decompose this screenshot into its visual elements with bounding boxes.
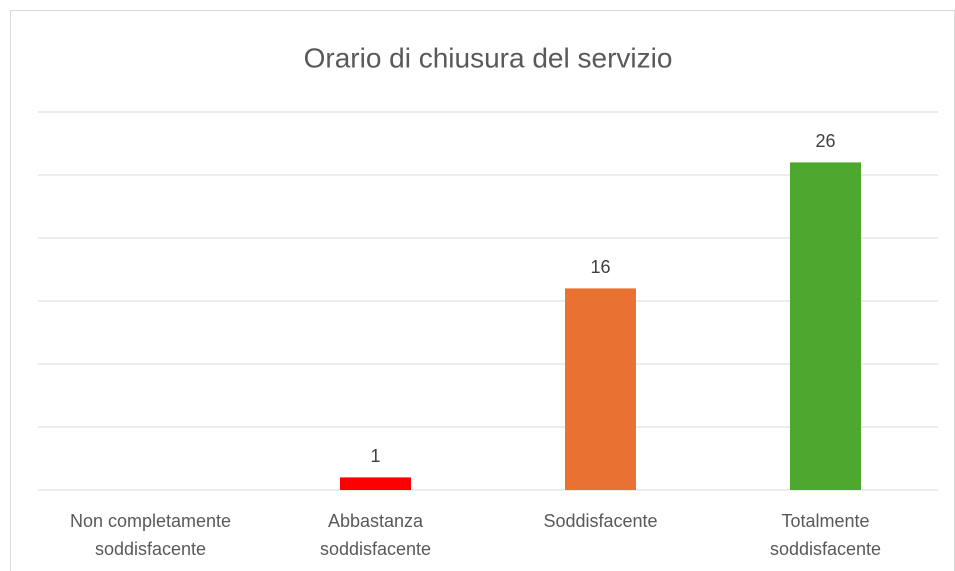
chart-title: Orario di chiusura del servizio	[304, 42, 673, 73]
data-label: 26	[815, 131, 835, 151]
x-tick-label: Non completamente soddisfacente	[69, 511, 232, 559]
data-label: 1	[370, 446, 380, 466]
bar	[565, 288, 636, 490]
x-tick-label: Soddisfacente	[543, 511, 658, 531]
bar	[340, 477, 411, 490]
x-tick-label: Abbastanza soddisfacente	[319, 511, 432, 559]
x-tick-label: Totalmente soddisfacente	[769, 511, 882, 559]
data-label: 16	[590, 257, 610, 277]
bar	[790, 162, 861, 490]
